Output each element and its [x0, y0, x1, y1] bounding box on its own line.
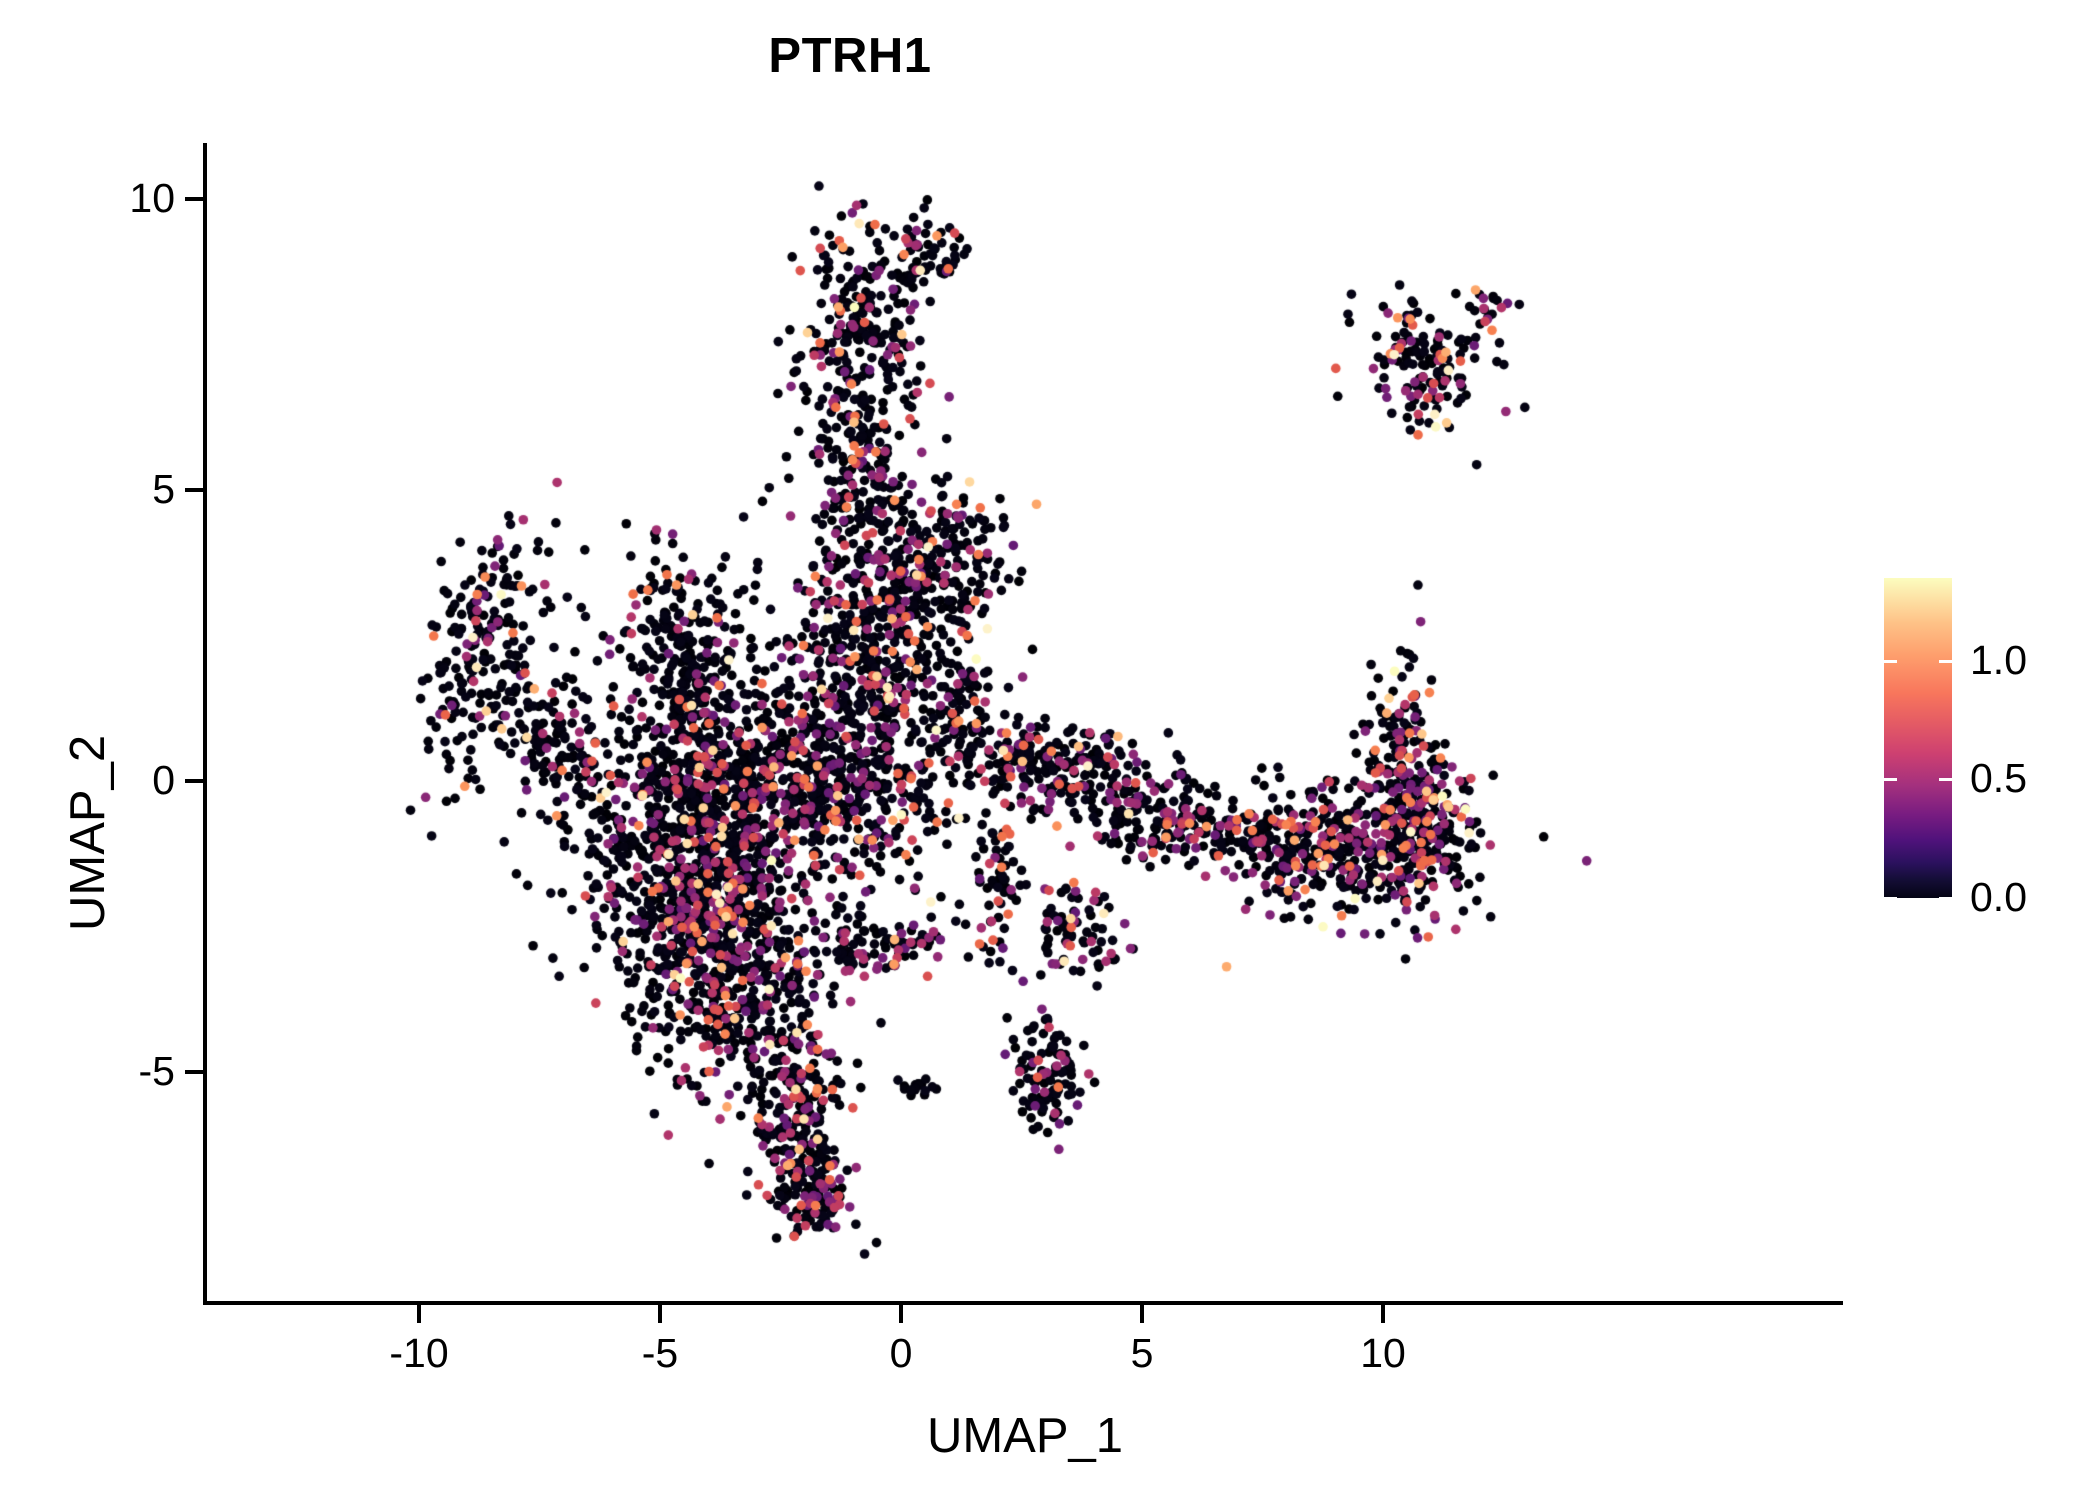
x-tick-mark — [417, 1305, 421, 1323]
x-tick-label: -10 — [389, 1330, 449, 1376]
colorbar-tick-label: 0.5 — [1970, 755, 2027, 802]
x-axis-label: UMAP_1 — [926, 1409, 1124, 1463]
colorbar-gradient — [1884, 578, 1952, 898]
y-tick-label: -5 — [138, 1048, 175, 1094]
x-tick-label: 5 — [1130, 1330, 1154, 1376]
x-tick-mark — [1140, 1305, 1144, 1323]
y-tick-label: 0 — [152, 757, 175, 803]
y-tick-label: 10 — [129, 175, 175, 221]
x-tick-mark — [899, 1305, 903, 1323]
colorbar-tick-mark — [1939, 659, 1952, 663]
x-axis-line — [203, 1301, 1843, 1305]
colorbar-tick-label: 1.0 — [1970, 636, 2027, 683]
colorbar-tick-label: 0.0 — [1970, 874, 2027, 920]
colorbar-tick-mark — [1939, 778, 1952, 782]
x-tick-label: 0 — [889, 1330, 913, 1376]
y-tick-mark — [185, 1070, 203, 1074]
x-tick-mark — [1381, 1305, 1385, 1323]
colorbar-tick-mark — [1939, 897, 1952, 900]
x-tick-mark — [658, 1305, 662, 1323]
colorbar-tick-mark — [1884, 659, 1897, 663]
y-axis-label: UMAP_2 — [61, 734, 115, 931]
y-tick-mark — [185, 197, 203, 201]
y-tick-mark — [185, 779, 203, 783]
y-tick-mark — [185, 488, 203, 492]
x-tick-label: -5 — [641, 1330, 679, 1376]
scatter-points-canvas — [205, 143, 1845, 1303]
scatter-plot-area — [205, 143, 1845, 1303]
page-title: PTRH1 — [768, 29, 932, 83]
y-tick-label: 5 — [152, 466, 175, 512]
colorbar-tick-mark — [1884, 778, 1897, 782]
x-tick-label: 10 — [1360, 1330, 1406, 1376]
colorbar-tick-mark — [1884, 897, 1897, 900]
